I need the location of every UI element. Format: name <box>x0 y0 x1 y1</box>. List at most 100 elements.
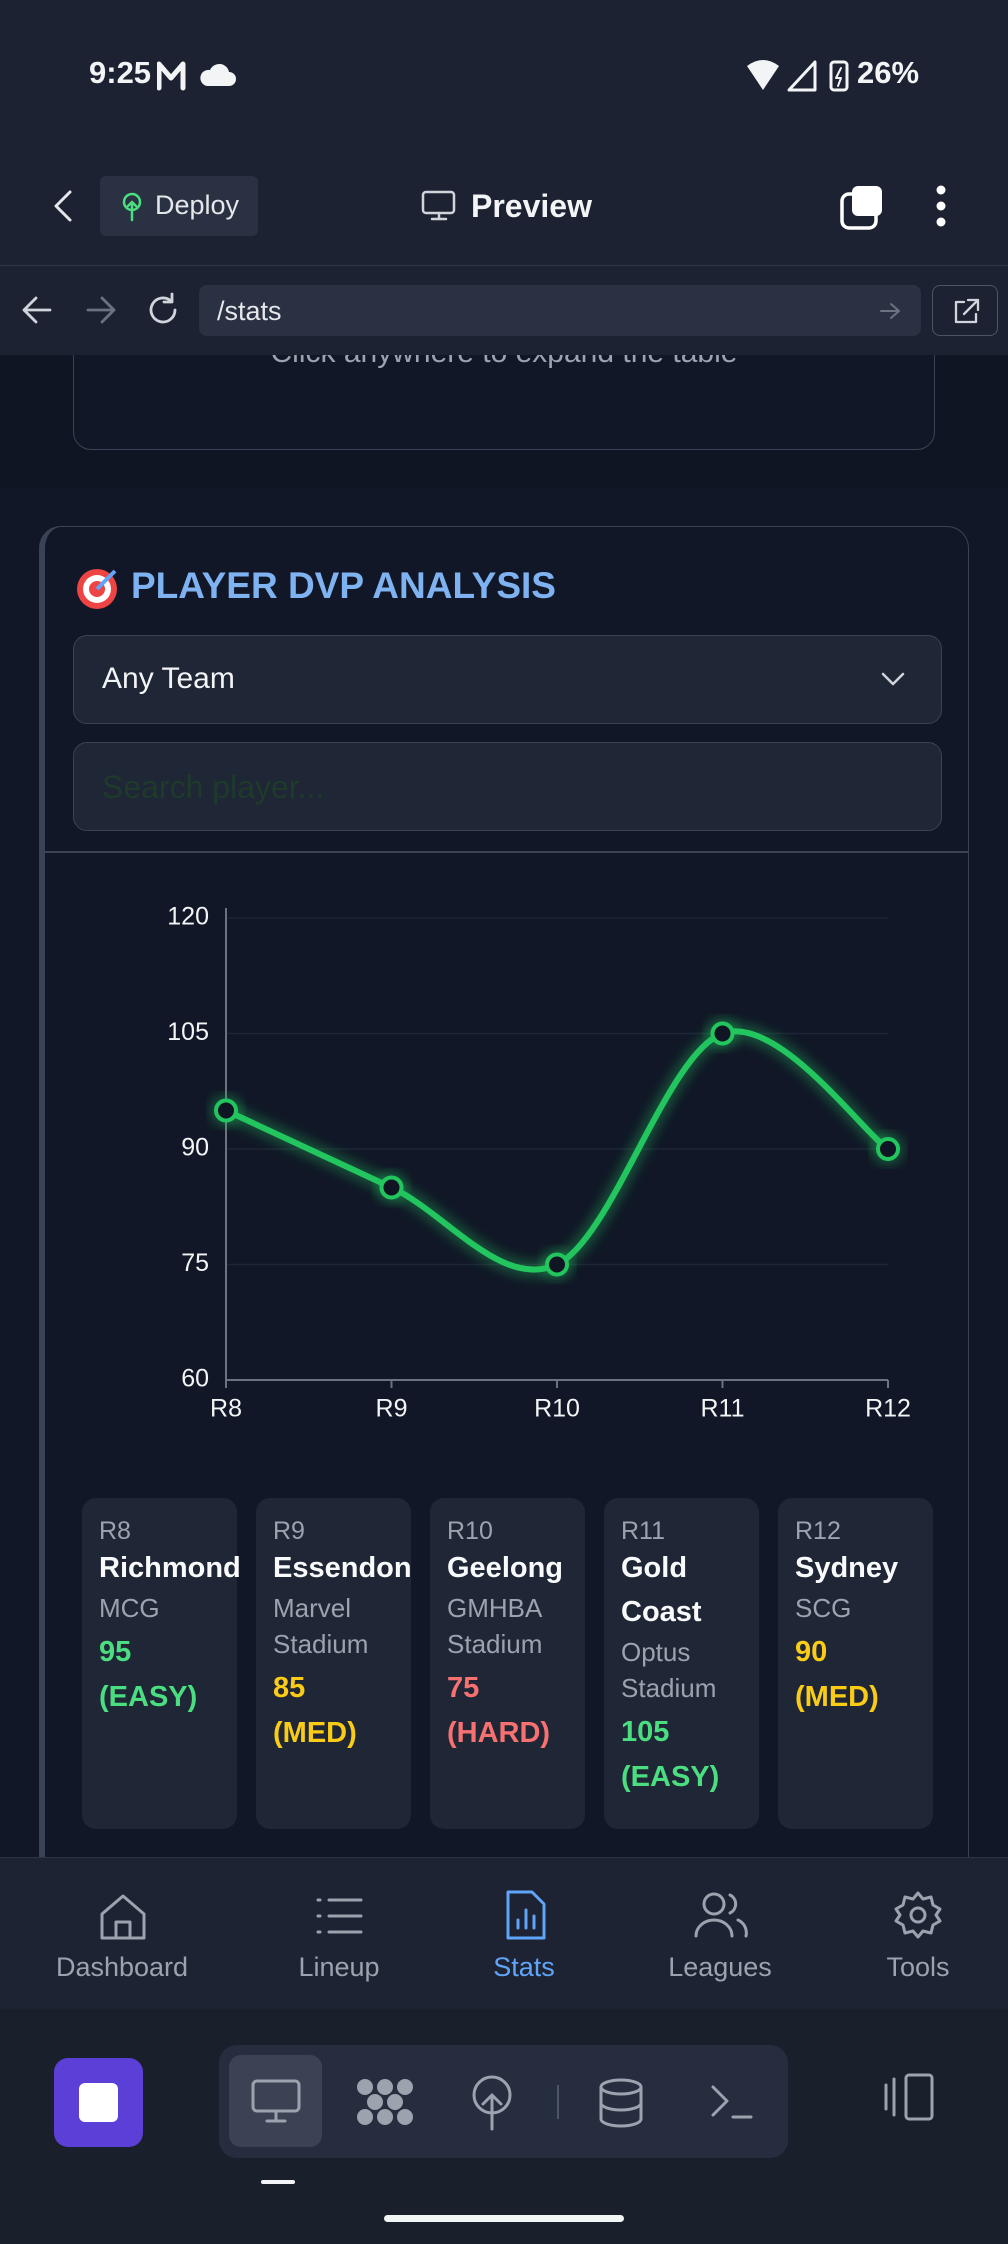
fixture-score: 105 <box>621 1716 670 1748</box>
tabs-button[interactable] <box>838 184 886 232</box>
point <box>710 1021 735 1046</box>
bottom-nav: Dashboard Lineup Stats Leagues Tools <box>0 1857 1008 2010</box>
back-button[interactable] <box>48 188 78 224</box>
fixture-score: 95 <box>99 1636 132 1668</box>
nav-label: Stats <box>493 1952 555 1982</box>
fixture-rating: (EASY) <box>99 1681 198 1713</box>
layout-toggle[interactable] <box>882 2071 936 2123</box>
stop-icon <box>79 2083 118 2122</box>
fixture-round: R12 <box>795 1517 841 1545</box>
fixture-card: R11 Gold Coast Optus Stadium 105 (EASY) <box>604 1498 759 1829</box>
nav-tools[interactable]: Tools <box>818 1858 1008 2010</box>
fixture-opponent: Richmond <box>99 1552 241 1584</box>
select-chevron <box>881 672 905 686</box>
team-select[interactable]: Any Team <box>73 635 942 724</box>
divider <box>0 265 1008 266</box>
fixture-rating: (HARD) <box>447 1717 551 1749</box>
nav-label: Lineup <box>298 1952 380 1982</box>
stop-button[interactable] <box>54 2058 143 2147</box>
menu-button[interactable] <box>930 184 952 230</box>
tool-terminal[interactable] <box>709 2081 755 2121</box>
fixture-opponent: Sydney <box>795 1552 899 1584</box>
x-tick-label: R10 <box>534 1395 580 1423</box>
status-time: 9:25 <box>89 55 152 90</box>
target-icon <box>77 569 117 609</box>
fixture-venue: MCG <box>99 1593 160 1623</box>
deploy-label: Deploy <box>155 190 240 220</box>
search-placeholder: Search player... <box>102 769 325 805</box>
dev-toolbar <box>0 2009 1008 2244</box>
fixture-rating: (MED) <box>795 1681 879 1713</box>
nav-label: Leagues <box>668 1952 772 1982</box>
tool-database[interactable] <box>597 2077 645 2129</box>
nav-icon <box>894 1891 942 1939</box>
line <box>224 1028 890 1273</box>
preview-icon <box>421 190 456 221</box>
fixture-card: R10 Geelong GMHBA Stadium 75 (HARD) <box>430 1498 585 1829</box>
deploy-button[interactable]: Deploy <box>100 176 258 236</box>
nav-forward[interactable] <box>84 294 118 326</box>
fixture-round: R10 <box>447 1517 493 1545</box>
fixture-card: R8 Richmond MCG 95 (EASY) <box>82 1498 241 1829</box>
fixture-card: R12 Sydney SCG 90 (MED) <box>778 1498 933 1829</box>
point <box>545 1252 569 1277</box>
fixture-opponent: Geelong <box>447 1552 564 1584</box>
tool-separator <box>557 2085 559 2119</box>
point <box>379 1175 404 1200</box>
fixture-round: R11 <box>621 1517 666 1545</box>
fixture-opponent: Gold Coast <box>621 1552 702 1628</box>
nav-label: Tools <box>886 1952 950 1982</box>
point <box>876 1137 900 1161</box>
panel-title: PLAYER DVP ANALYSIS <box>131 565 556 606</box>
home-indicator <box>384 2215 624 2222</box>
page-content: Click anywhere to expand the table PLAYE… <box>0 355 1008 1857</box>
fixture-rating: (EASY) <box>621 1761 720 1793</box>
url-text: /stats <box>217 296 282 326</box>
fixture-round: R9 <box>273 1517 305 1545</box>
external-icon <box>954 298 980 324</box>
open-external[interactable] <box>932 285 998 336</box>
table-card[interactable]: Click anywhere to expand the table <box>73 355 935 450</box>
nav-reload[interactable] <box>145 292 181 328</box>
tool-preview[interactable] <box>251 2079 301 2123</box>
status-signal <box>747 60 849 92</box>
panel-divider <box>45 851 969 853</box>
team-select-value: Any Team <box>102 662 235 695</box>
table-hint: Click anywhere to expand the table <box>74 355 934 370</box>
nav-back[interactable] <box>20 294 54 326</box>
y-tick-label: 90 <box>181 1134 209 1162</box>
y-tick-label: 60 <box>181 1365 209 1393</box>
nav-dashboard[interactable]: Dashboard <box>22 1858 222 2010</box>
fixture-rating: (MED) <box>273 1717 357 1749</box>
nav-icon <box>506 1890 546 1940</box>
fixture-opponent: Essendon <box>273 1552 412 1584</box>
nav-icon <box>100 1894 146 1940</box>
active-indicator <box>261 2180 295 2184</box>
nav-label: Dashboard <box>55 1952 189 1982</box>
tool-group <box>219 2045 788 2158</box>
nav-icon <box>694 1892 748 1938</box>
fixture-round: R8 <box>99 1517 131 1545</box>
nav-stats[interactable]: Stats <box>424 1858 624 2010</box>
url-go <box>880 303 900 319</box>
nav-lineup[interactable]: Lineup <box>239 1858 439 2010</box>
line-glow <box>223 1026 892 1275</box>
player-search[interactable]: Search player... <box>73 742 942 831</box>
deploy-icon <box>122 192 142 222</box>
status-icons <box>157 61 236 91</box>
y-tick-label: 105 <box>167 1018 209 1046</box>
nav-leagues[interactable]: Leagues <box>620 1858 820 2010</box>
fixture-card: R9 Essendon Marvel Stadium 85 (MED) <box>256 1498 412 1829</box>
fixture-venue: GMHBA Stadium <box>447 1593 543 1659</box>
point <box>214 1098 238 1123</box>
tool-deploy[interactable] <box>469 2075 515 2131</box>
fixture-score: 75 <box>447 1672 480 1704</box>
fixture-venue: SCG <box>795 1593 852 1623</box>
nav-icon <box>316 1898 363 1934</box>
app-header: 9:25 26% Deploy Preview /stats <box>0 0 1008 355</box>
tool-blocks[interactable] <box>355 2077 415 2127</box>
preview-title: Preview <box>471 188 592 224</box>
url-bar[interactable]: /stats <box>199 285 921 336</box>
